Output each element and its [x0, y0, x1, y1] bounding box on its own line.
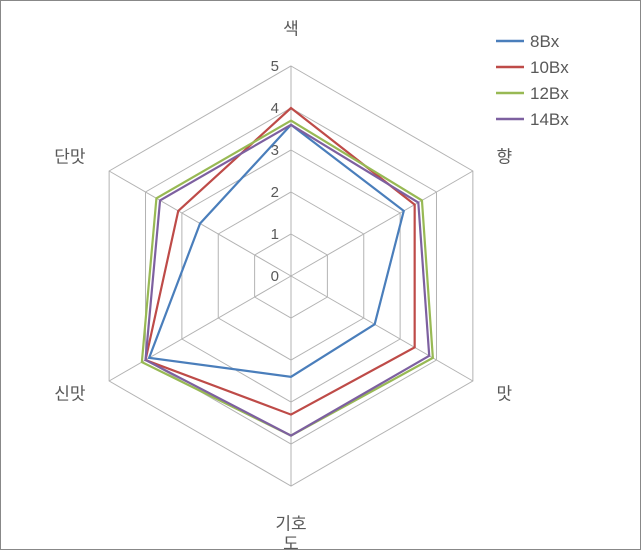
axis-label: 맛 — [497, 385, 513, 404]
tick-label: 5 — [271, 58, 279, 75]
radar-chart-container: 012345색향맛기호도신맛단맛8Bx10Bx12Bx14Bx — [0, 0, 641, 550]
legend-label: 8Bx — [530, 32, 560, 51]
radar-chart-svg: 012345색향맛기호도신맛단맛8Bx10Bx12Bx14Bx — [1, 1, 641, 551]
axis-label: 기호 — [275, 514, 306, 533]
axis-label: 색 — [283, 20, 299, 39]
legend-label: 12Bx — [530, 84, 569, 103]
axis-label: 신맛 — [54, 385, 86, 404]
axis-label: 단맛 — [54, 147, 86, 166]
axis-label: 도 — [283, 534, 299, 551]
series-8Bx — [149, 125, 404, 377]
tick-label: 1 — [271, 226, 279, 243]
axis-label: 향 — [497, 147, 513, 166]
legend-label: 10Bx — [530, 58, 569, 77]
legend-label: 14Bx — [530, 110, 569, 129]
grid-spoke — [291, 171, 473, 276]
tick-label: 2 — [271, 184, 279, 201]
tick-label: 4 — [271, 100, 279, 117]
tick-label: 0 — [271, 268, 279, 285]
